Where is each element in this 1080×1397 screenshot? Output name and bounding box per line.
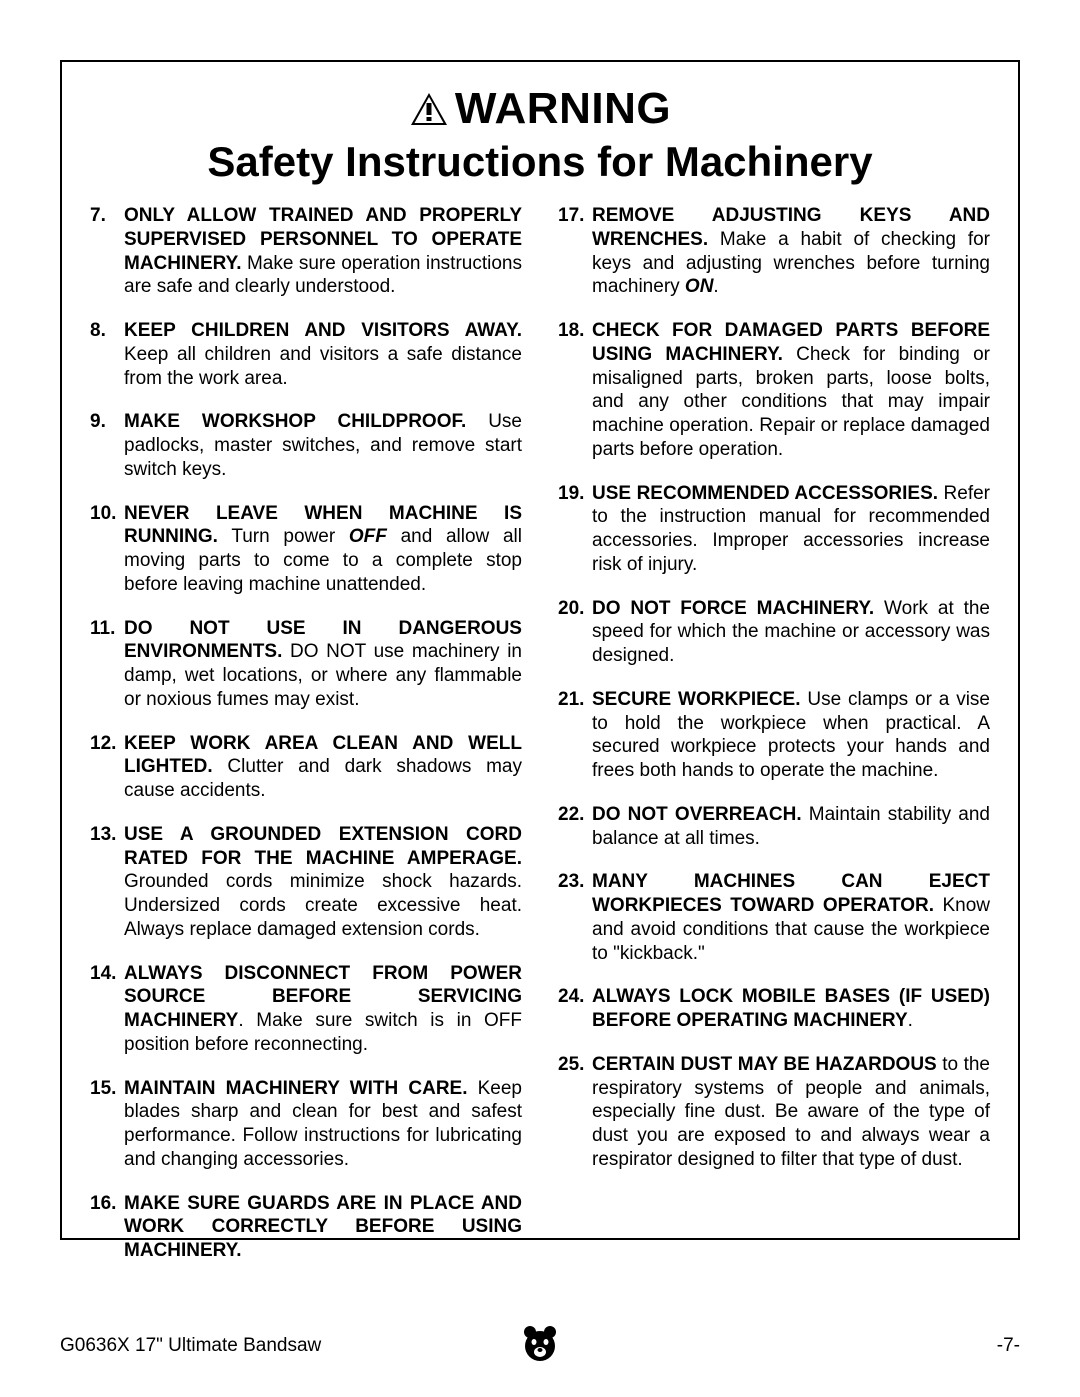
list-item: 25.CERTAIN DUST MAY BE HAZARDOUS to the … [558, 1053, 990, 1172]
item-text: Grounded cords minimize shock hazards. U… [124, 871, 522, 940]
item-bold: MAINTAIN MACHINERY WITH CARE. [124, 1078, 468, 1099]
bear-icon [522, 1324, 558, 1368]
list-item: 7.ONLY ALLOW TRAINED AND PROPERLY SUPERV… [90, 204, 522, 299]
item-text: Keep all children and visitors a safe di… [124, 344, 522, 389]
item-number: 12. [90, 732, 116, 756]
item-number: 14. [90, 962, 116, 986]
footer-left: G0636X 17" Ultimate Bandsaw [60, 1335, 321, 1357]
item-number: 11. [90, 617, 115, 641]
left-list: 7.ONLY ALLOW TRAINED AND PROPERLY SUPERV… [90, 204, 522, 1263]
item-number: 13. [90, 823, 116, 847]
item-bold: MAKE WORKSHOP CHILDPROOF. [124, 411, 466, 432]
list-item: 11.DO NOT USE IN DANGEROUS ENVIRONMENTS.… [90, 617, 522, 712]
item-bold: MAKE SURE GUARDS ARE IN PLACE AND WORK C… [124, 1193, 522, 1262]
list-item: 12.KEEP WORK AREA CLEAN AND WELL LIGHTED… [90, 732, 522, 803]
item-number: 7. [90, 204, 106, 228]
item-number: 16. [90, 1192, 116, 1216]
list-item: 10.NEVER LEAVE WHEN MACHINE IS RUNNING. … [90, 502, 522, 597]
header: WARNING Safety Instructions for Machiner… [90, 84, 990, 186]
footer-right: -7- [997, 1335, 1020, 1357]
item-text: . [908, 1010, 913, 1031]
list-item: 9.MAKE WORKSHOP CHILDPROOF. Use padlocks… [90, 410, 522, 481]
item-bold: MANY MACHINES CAN EJECT WORKPIECES TOWAR… [592, 871, 990, 916]
item-number: 19. [558, 482, 584, 506]
item-number: 8. [90, 319, 106, 343]
item-bold-italic: OFF [349, 526, 387, 547]
item-number: 22. [558, 803, 584, 827]
item-number: 9. [90, 410, 106, 434]
right-list: 17.REMOVE ADJUSTING KEYS AND WRENCHES. M… [558, 204, 990, 1172]
item-number: 21. [558, 688, 584, 712]
list-item: 21.SECURE WORKPIECE. Use clamps or a vis… [558, 688, 990, 783]
subtitle: Safety Instructions for Machinery [90, 138, 990, 186]
warning-label: WARNING [455, 84, 671, 134]
item-number: 24. [558, 985, 584, 1009]
item-bold: USE A GROUNDED EXTENSION CORD RATED FOR … [124, 824, 522, 869]
warning-icon [409, 91, 449, 127]
list-item: 18.CHECK FOR DAMAGED PARTS BEFORE USING … [558, 319, 990, 462]
item-text: Turn power [218, 526, 349, 547]
item-number: 10. [90, 502, 116, 526]
list-item: 14.ALWAYS DISCONNECT FROM POWER SOURCE B… [90, 962, 522, 1057]
footer: G0636X 17" Ultimate Bandsaw -7- [60, 1335, 1020, 1357]
item-bold: USE RECOMMENDED ACCESSORIES. [592, 483, 938, 504]
item-bold-italic: ON [685, 276, 714, 297]
list-item: 17.REMOVE ADJUSTING KEYS AND WRENCHES. M… [558, 204, 990, 299]
list-item: 24. ALWAYS LOCK MOBILE BASES (IF USED) BE… [558, 985, 990, 1033]
item-number: 25. [558, 1053, 584, 1077]
item-number: 15. [90, 1077, 116, 1101]
list-item: 22.DO NOT OVERREACH. Maintain stability … [558, 803, 990, 851]
left-column: 7.ONLY ALLOW TRAINED AND PROPERLY SUPERV… [90, 204, 522, 1283]
item-bold: KEEP CHILDREN AND VISITORS AWAY. [124, 320, 522, 341]
list-item: 15.MAINTAIN MACHINERY WITH CARE. Keep bl… [90, 1077, 522, 1172]
list-item: 20.DO NOT FORCE MACHINERY. Work at the s… [558, 597, 990, 668]
list-item: 13. USE A GROUNDED EXTENSION CORD RATED F… [90, 823, 522, 942]
item-bold: ALWAYS LOCK MOBILE BASES (IF USED) BEFOR… [592, 986, 990, 1031]
right-column: 17.REMOVE ADJUSTING KEYS AND WRENCHES. M… [558, 204, 990, 1283]
content-frame: WARNING Safety Instructions for Machiner… [60, 60, 1020, 1240]
item-number: 18. [558, 319, 584, 343]
item-bold: CERTAIN DUST MAY BE HAZARDOUS [592, 1054, 937, 1075]
item-bold: DO NOT FORCE MACHINERY. [592, 598, 874, 619]
item-bold: DO NOT OVERREACH. [592, 804, 802, 825]
item-number: 17. [558, 204, 584, 228]
item-text: . [713, 276, 718, 297]
list-item: 19.USE RECOMMENDED ACCESSORIES. Refer to… [558, 482, 990, 577]
item-number: 23. [558, 870, 584, 894]
list-item: 23. MANY MACHINES CAN EJECT WORKPIECES TO… [558, 870, 990, 965]
list-item: 16. MAKE SURE GUARDS ARE IN PLACE AND WOR… [90, 1192, 522, 1263]
list-item: 8. KEEP CHILDREN AND VISITORS AWAY. Keep … [90, 319, 522, 390]
item-number: 20. [558, 597, 584, 621]
item-bold: SECURE WORKPIECE. [592, 689, 801, 710]
columns: 7.ONLY ALLOW TRAINED AND PROPERLY SUPERV… [90, 204, 990, 1283]
